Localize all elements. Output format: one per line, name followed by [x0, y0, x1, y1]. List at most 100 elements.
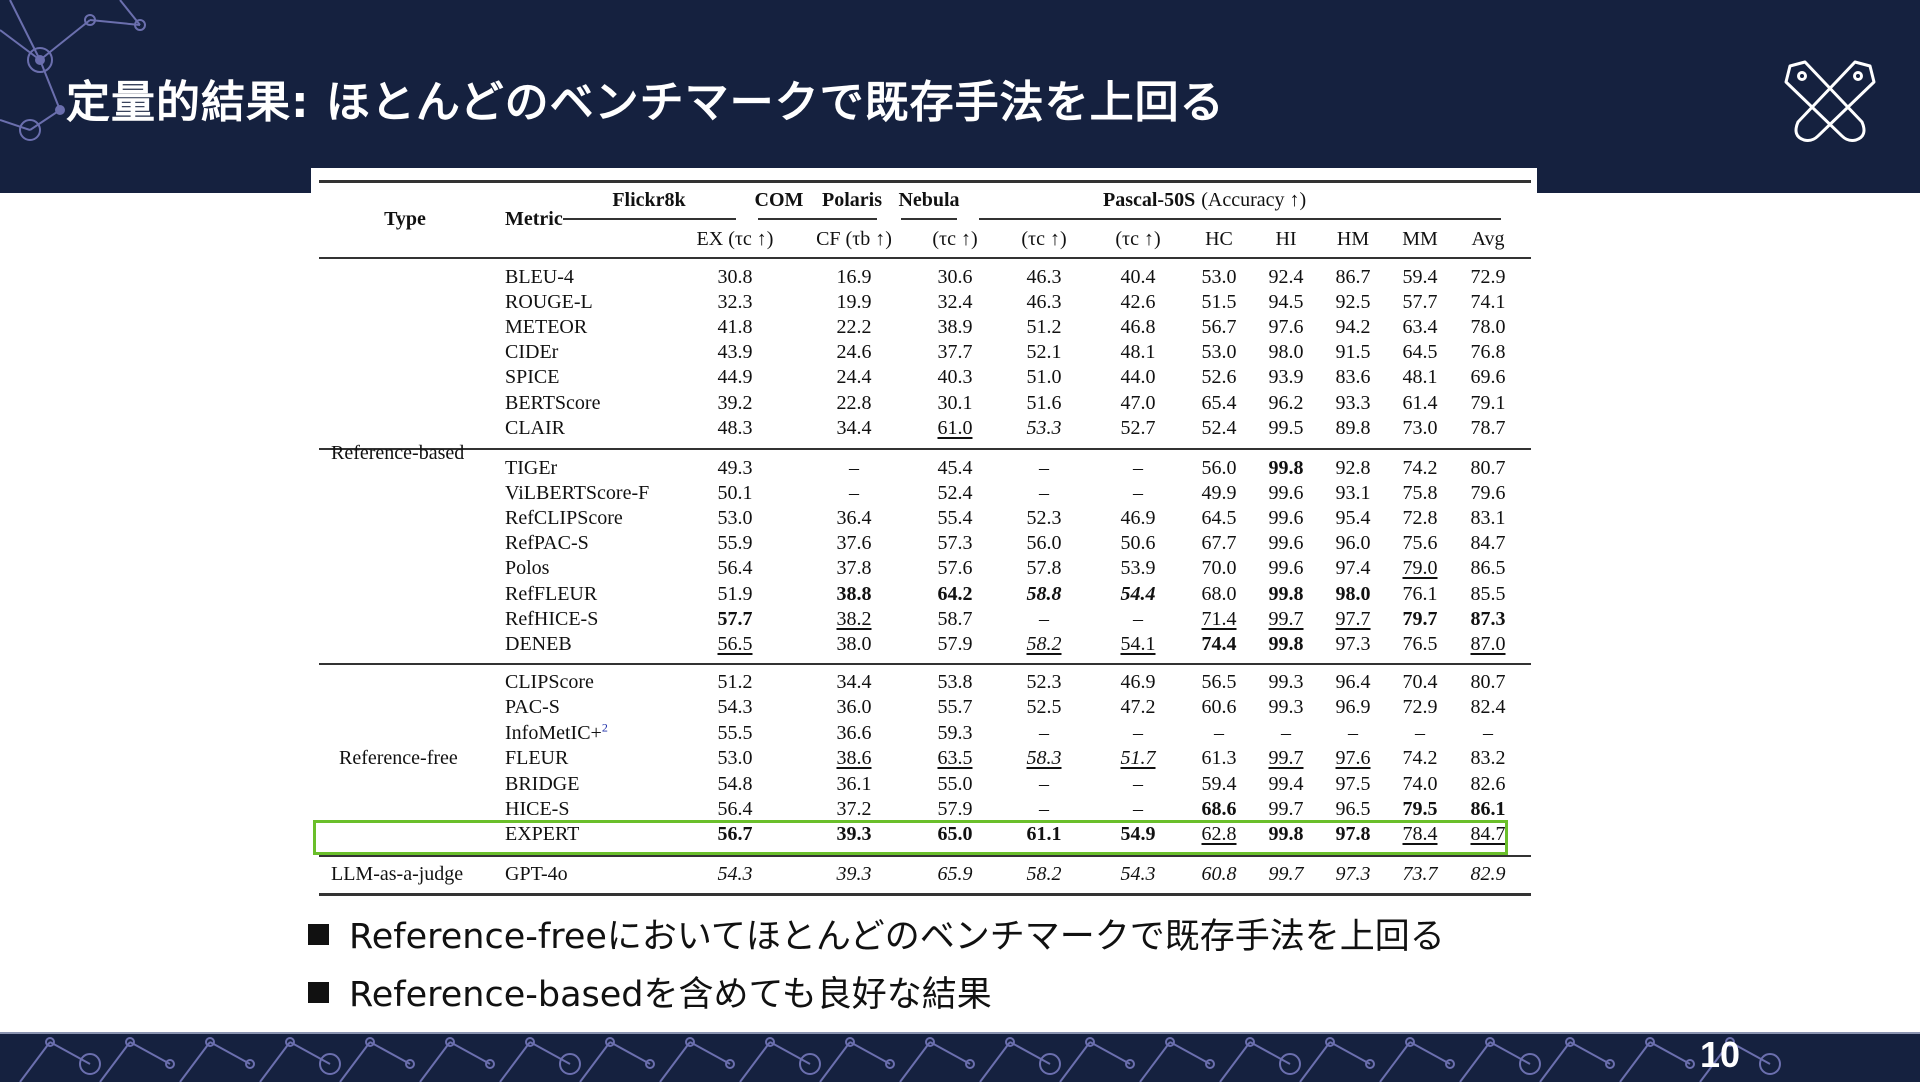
- table-cell: 38.8: [836, 582, 872, 605]
- table-cell: 40.3: [937, 366, 973, 389]
- table-cell: 99.3: [1268, 671, 1304, 693]
- table-cell: 37.8: [836, 557, 872, 580]
- table-cell: 46.8: [1120, 316, 1156, 339]
- table-cell: 58.2: [1026, 863, 1062, 885]
- metric-label: RefPAC-S: [505, 532, 589, 555]
- table-cell: 94.2: [1335, 316, 1371, 339]
- table-cell: 80.7: [1470, 457, 1506, 479]
- table-cell: 76.8: [1470, 341, 1506, 364]
- table-cell: 72.9: [1470, 266, 1506, 288]
- table-cell: –: [1039, 607, 1049, 630]
- table-cell: 82.4: [1470, 696, 1506, 719]
- table-cell: 51.9: [717, 582, 753, 605]
- table-cell: 44.0: [1120, 366, 1156, 389]
- metric-label: BERTScore: [505, 391, 601, 414]
- table-cell: 63.5: [937, 747, 973, 770]
- table-cell: 61.1: [1026, 823, 1062, 846]
- group-label: LLM-as-a-judge: [331, 863, 464, 885]
- metric-label: RefCLIPScore: [505, 507, 623, 530]
- table-cell: –: [1133, 457, 1143, 479]
- table-cell: 37.7: [937, 341, 973, 364]
- metric-name: ROUGE-L: [505, 291, 593, 313]
- table-cell: 70.0: [1201, 557, 1237, 580]
- table-cell: 58.3: [1026, 747, 1062, 770]
- table-cell: 56.0: [1201, 457, 1237, 479]
- table-cell: 52.4: [937, 482, 973, 505]
- table-cell: 73.7: [1402, 863, 1438, 885]
- table-cell: 39.3: [836, 863, 872, 885]
- table-cell: 82.6: [1470, 772, 1506, 795]
- table-cell: 38.0: [836, 632, 872, 655]
- table-cell: –: [1133, 772, 1143, 795]
- header-subcolumn: HM: [1336, 228, 1370, 250]
- table-cell: 97.6: [1335, 747, 1371, 770]
- table-cell: 87.3: [1470, 607, 1506, 630]
- table-cell: 57.3: [937, 532, 973, 555]
- table-cell: 30.6: [937, 266, 973, 288]
- bullet-text: Reference-freeにおいてほとんどのベンチマークで既存手法を上回る: [349, 917, 1445, 957]
- table-cell: 22.8: [836, 391, 872, 414]
- table-cell: 52.6: [1201, 366, 1237, 389]
- table-cell: 48.1: [1402, 366, 1438, 389]
- metric-label: ViLBERTScore-F: [505, 482, 650, 505]
- table-cell: 34.4: [836, 416, 872, 439]
- table-cell: –: [1415, 721, 1425, 744]
- table-rule: [319, 180, 1531, 183]
- table-cell: 99.8: [1268, 823, 1304, 846]
- table-cell: –: [849, 457, 859, 479]
- results-table: Type Metric Flickr8k COM Polaris Nebula Pascal…: [311, 168, 1537, 896]
- table-cell: 61.3: [1201, 747, 1237, 770]
- bullet-item: Reference-freeにおいてほとんどのベンチマークで既存手法を上回る: [308, 908, 1445, 959]
- slide-header: 定量的結果: ほとんどのベンチマークで既存手法を上回る: [0, 0, 1920, 193]
- table-cell: 46.9: [1120, 671, 1156, 693]
- table-cell: 49.3: [717, 457, 753, 479]
- table-cell: 54.4: [1120, 582, 1156, 605]
- table-cell: 56.7: [1201, 316, 1237, 339]
- expert-row-highlight: [313, 820, 1508, 855]
- metric-name: RefHICE-S: [505, 608, 598, 630]
- table-cell: 82.9: [1470, 863, 1506, 885]
- bullet-item: Reference-basedを含めても良好な結果: [308, 966, 992, 1017]
- table-cell: 99.4: [1268, 772, 1304, 795]
- table-cell: 56.4: [717, 557, 753, 580]
- table-cell: 99.6: [1268, 532, 1304, 555]
- header-group-line: [901, 218, 957, 220]
- table-rule: [319, 257, 1531, 259]
- table-cell: –: [1039, 721, 1049, 744]
- metric-name: CIDEr: [505, 341, 558, 363]
- table-cell: 53.0: [717, 507, 753, 530]
- table-cell: 60.8: [1201, 863, 1237, 885]
- table-cell: 91.5: [1335, 341, 1371, 364]
- metric-name: TIGEr: [505, 457, 557, 479]
- table-cell: 97.5: [1335, 772, 1371, 795]
- table-cell: 78.7: [1470, 416, 1506, 439]
- table-cell: 52.4: [1201, 416, 1237, 439]
- table-cell: 97.3: [1335, 863, 1371, 885]
- table-cell: 55.5: [717, 721, 753, 744]
- table-cell: –: [1039, 482, 1049, 505]
- table-cell: 86.7: [1335, 266, 1371, 288]
- table-cell: 99.7: [1268, 863, 1304, 885]
- table-cell: 55.9: [717, 532, 753, 555]
- table-cell: 45.4: [937, 457, 973, 479]
- metric-label: RefFLEUR: [505, 582, 598, 605]
- table-cell: 99.8: [1268, 457, 1304, 479]
- metric-name: Polos: [505, 557, 549, 579]
- metric-label: InfoMetIC+: [505, 721, 602, 744]
- square-bullet-icon: [308, 981, 329, 1003]
- header-subcolumn: MM: [1402, 228, 1438, 250]
- header-group: COM: [754, 189, 804, 211]
- table-cell: 65.9: [937, 863, 973, 885]
- table-cell: 51.6: [1026, 391, 1062, 414]
- footnote-marker: 2: [601, 720, 608, 735]
- metric-label: Polos: [505, 557, 550, 580]
- header-subcolumn: HC: [1205, 228, 1233, 250]
- table-cell: 56.7: [717, 823, 753, 846]
- table-cell: 89.8: [1335, 416, 1371, 439]
- table-cell: 96.2: [1268, 391, 1304, 414]
- table-cell: 62.8: [1201, 823, 1237, 846]
- table-cell: 19.9: [836, 291, 872, 314]
- table-cell: 64.2: [937, 582, 973, 605]
- table-cell: 84.7: [1470, 823, 1506, 846]
- table-cell: 22.2: [836, 316, 872, 339]
